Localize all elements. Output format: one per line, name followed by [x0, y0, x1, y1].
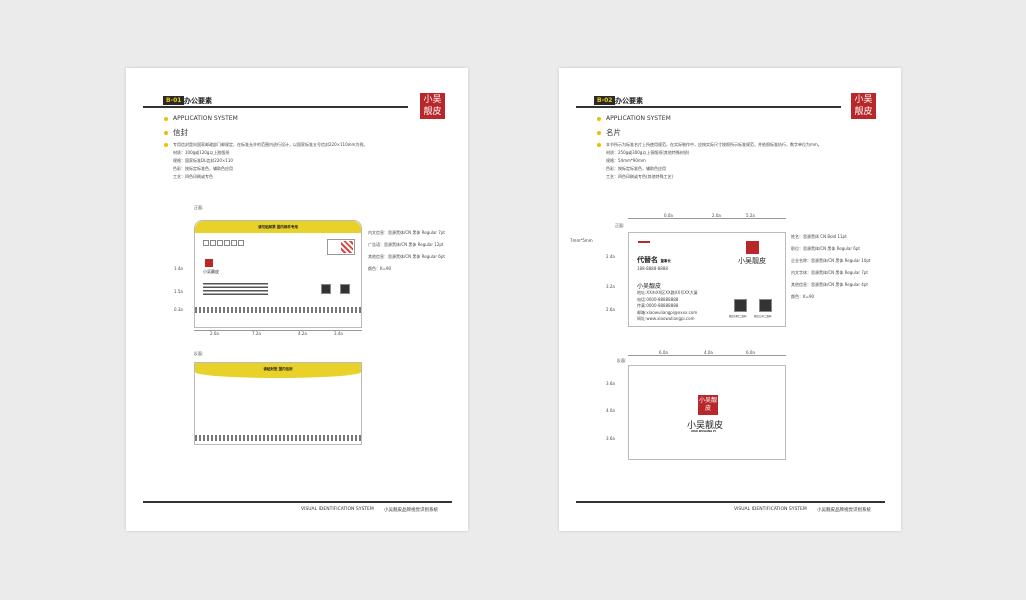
ruler-label: 1.4a	[174, 266, 183, 271]
qr-code	[321, 284, 331, 294]
qr-code	[759, 299, 772, 312]
ruler-label: 0.0a	[664, 213, 673, 218]
ruler-label: 5.2a	[746, 213, 755, 218]
qr-label: 微信扫码二维码	[729, 315, 747, 318]
ruler-label: 6.0a	[659, 350, 668, 355]
ruler-label: 4.0a	[704, 350, 713, 355]
ruler-label: 2.4a	[606, 254, 615, 259]
brand-name: 小吴靓皮	[687, 421, 724, 431]
ruler-label: 2.6a	[606, 307, 615, 312]
ruler-x	[628, 218, 786, 219]
desc-line: 色彩：按标定标准色，辅助色应用	[606, 166, 666, 171]
postcode-boxes	[203, 240, 244, 246]
footer-en: VISUAL IDENTIFICATION SYSTEM	[734, 507, 807, 512]
accent-bar	[638, 241, 650, 243]
footer-cn: 小吴靓皮品牌视觉识别系统	[817, 508, 871, 513]
back-label: 反面:	[194, 351, 204, 356]
ruler-label: 4.2a	[298, 331, 307, 336]
section-badge: B-02	[594, 96, 616, 105]
back-label: 反面:	[617, 358, 627, 363]
envelope-specs: 内文信息：思源黑体/CN 黑体 Regular 7pt 广告语：思源黑体/CN 黑…	[368, 230, 445, 271]
brand-seal-logo: 小吴靓皮	[851, 93, 876, 119]
ruler-label: 0.3a	[174, 307, 183, 312]
ruler-x	[628, 355, 786, 356]
section-badge: B-01	[163, 96, 185, 105]
envelope-band: 请勿贴邮票 国内邮件专用	[195, 221, 361, 233]
section-cn: 信封	[164, 127, 188, 138]
ruler-label: 3.6a	[606, 381, 615, 386]
brand-seal-logo	[746, 241, 759, 254]
envelope-pattern	[195, 435, 361, 441]
brand-seal-logo: 小吴靓皮	[698, 395, 718, 415]
card-name: 代替名 董事长	[637, 256, 671, 264]
section-en: APPLICATION SYSTEM	[597, 115, 671, 122]
footer-en: VISUAL IDENTIFICATION SYSTEM	[301, 507, 374, 512]
ruler-label: 3.6a	[606, 436, 615, 441]
header-divider	[576, 106, 841, 108]
envelope-flap: 请贴封签 国内信封	[195, 363, 361, 378]
ruler-label: 2.0a	[712, 213, 721, 218]
qr-code	[734, 299, 747, 312]
desc-line: 规格：54mm*90mm	[606, 158, 646, 163]
description: 专用信封是向国家邮政部门邮规定，在标准允许的范围内进行设计，以国家标准五号信封2…	[164, 142, 367, 148]
page-title: 办公要素	[615, 97, 643, 105]
business-card-back: 小吴靓皮 小吴靓皮 XIAO WULIANG PI	[628, 365, 786, 460]
qr-label: 微信公众二维码	[754, 315, 772, 318]
page-envelope: B-01 办公要素 小吴靓皮 APPLICATION SYSTEM 信封 专用信…	[126, 68, 468, 531]
footer-divider	[143, 501, 452, 503]
brand-seal-logo	[205, 259, 213, 267]
card-specs: 姓名：思源黑体 CN Bold 11pt 职位：思源黑体/CN 黑体 Regula…	[791, 234, 871, 299]
section-cn: 名片	[597, 127, 621, 138]
brand-tagline: XIAO WULIANG PI	[691, 430, 716, 433]
desc-line: 工艺：四色印刷或专色(其他特殊工艺)	[606, 174, 674, 179]
ruler-label: 3.4a	[334, 331, 343, 336]
card-phone: 188-8888-8888	[637, 266, 668, 271]
page-business-card: B-02 办公要素 小吴靓皮 APPLICATION SYSTEM 名片 本节所…	[559, 68, 901, 531]
desc-line: 色彩：按标定标准色，辅助色应用	[173, 166, 233, 171]
ruler-label: 4.0a	[606, 408, 615, 413]
ruler-label: 7.2a	[252, 331, 261, 336]
section-en: APPLICATION SYSTEM	[164, 115, 238, 122]
envelope-front: 请勿贴邮票 国内邮件专用 小吴靓皮	[194, 220, 362, 328]
front-label: 正面:	[615, 223, 625, 228]
qr-code	[340, 284, 350, 294]
footer-divider	[576, 501, 885, 503]
footer-cn: 小吴靓皮品牌视觉识别系统	[384, 508, 438, 513]
envelope-pattern	[195, 307, 361, 313]
desc-line: 工艺：四色印刷或专色	[173, 174, 213, 179]
desc-line: 材质：100g或120g以上胶版纸	[173, 150, 230, 155]
card-contact: 地址:XX市XX区XX路XX号XX大厦 电话:0000-88888888 传真:00…	[637, 290, 698, 321]
desc-line: 材质：250g或300g以上铜版纸(其他特殊材质)	[606, 150, 690, 155]
business-card-front: 小吴靓皮 代替名 董事长 188-8888-8888 小吴靓皮 地址:XX市XX…	[628, 232, 786, 327]
ruler-label: 6.0a	[746, 350, 755, 355]
contact-info	[203, 283, 268, 296]
brand-seal-logo: 小吴靓皮	[420, 93, 445, 119]
card-company: 小吴靓皮	[637, 283, 662, 290]
margin-label: 7mm*5mm	[570, 238, 593, 243]
ruler-label: 2.0a	[210, 331, 219, 336]
envelope-back: 请贴封签 国内信封	[194, 362, 362, 445]
brand-name: 小吴靓皮	[203, 269, 219, 274]
ruler-label: 3.2a	[606, 284, 615, 289]
page-title: 办公要素	[184, 97, 212, 105]
desc-line: 规格：国家标准DL信封220×110	[173, 158, 233, 163]
ruler-label: 1.5a	[174, 289, 183, 294]
brand-name: 小吴靓皮	[738, 257, 766, 265]
ruler-x	[194, 330, 362, 331]
stamp-box	[327, 239, 355, 255]
front-label: 正面:	[194, 205, 204, 210]
header-divider	[143, 106, 408, 108]
description: 本节所示为标准名片上所使用规范。在实际制作中，应按实际尺寸按照所示标准规范，并依…	[597, 142, 822, 148]
